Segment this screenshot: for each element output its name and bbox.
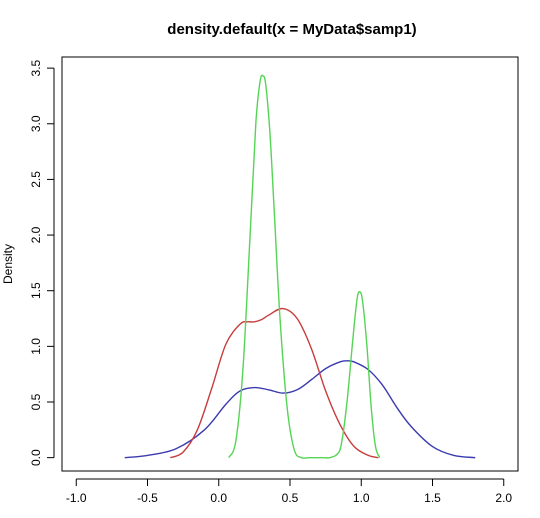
x-axis: -1.0 -0.5 0.0 0.5 1.0 1.5 2.0 — [66, 478, 512, 505]
y-tick-label: 2.5 — [29, 171, 43, 188]
density-curve-1 — [124, 360, 476, 459]
y-tick-label: 0.0 — [29, 449, 43, 466]
x-tick-label: 1.5 — [424, 491, 441, 505]
x-tick-label: 2.0 — [495, 491, 512, 505]
y-tick-label: 0.5 — [29, 393, 43, 410]
density-curve-3 — [228, 74, 381, 459]
y-tick-label: 1.5 — [29, 282, 43, 299]
x-tick-label: -1.0 — [66, 491, 87, 505]
x-tick-label: 0.0 — [210, 491, 227, 505]
y-tick-label: 1.0 — [29, 338, 43, 355]
y-axis-label: Density — [1, 244, 15, 284]
x-tick-label: 0.5 — [282, 491, 299, 505]
x-tick-label: -0.5 — [137, 491, 158, 505]
chart-title: density.default(x = MyData$samp1) — [167, 21, 416, 38]
y-tick-label: 2.0 — [29, 226, 43, 243]
plot-border — [61, 56, 519, 472]
y-tick-label: 3.0 — [29, 115, 43, 132]
density-curve-2 — [170, 307, 379, 459]
series-group — [124, 74, 476, 459]
y-axis: 0.0 0.5 1.0 1.5 2.0 2.5 3.0 3.5 — [29, 59, 55, 466]
x-tick-label: 1.0 — [353, 491, 370, 505]
y-tick-label: 3.5 — [29, 59, 43, 76]
